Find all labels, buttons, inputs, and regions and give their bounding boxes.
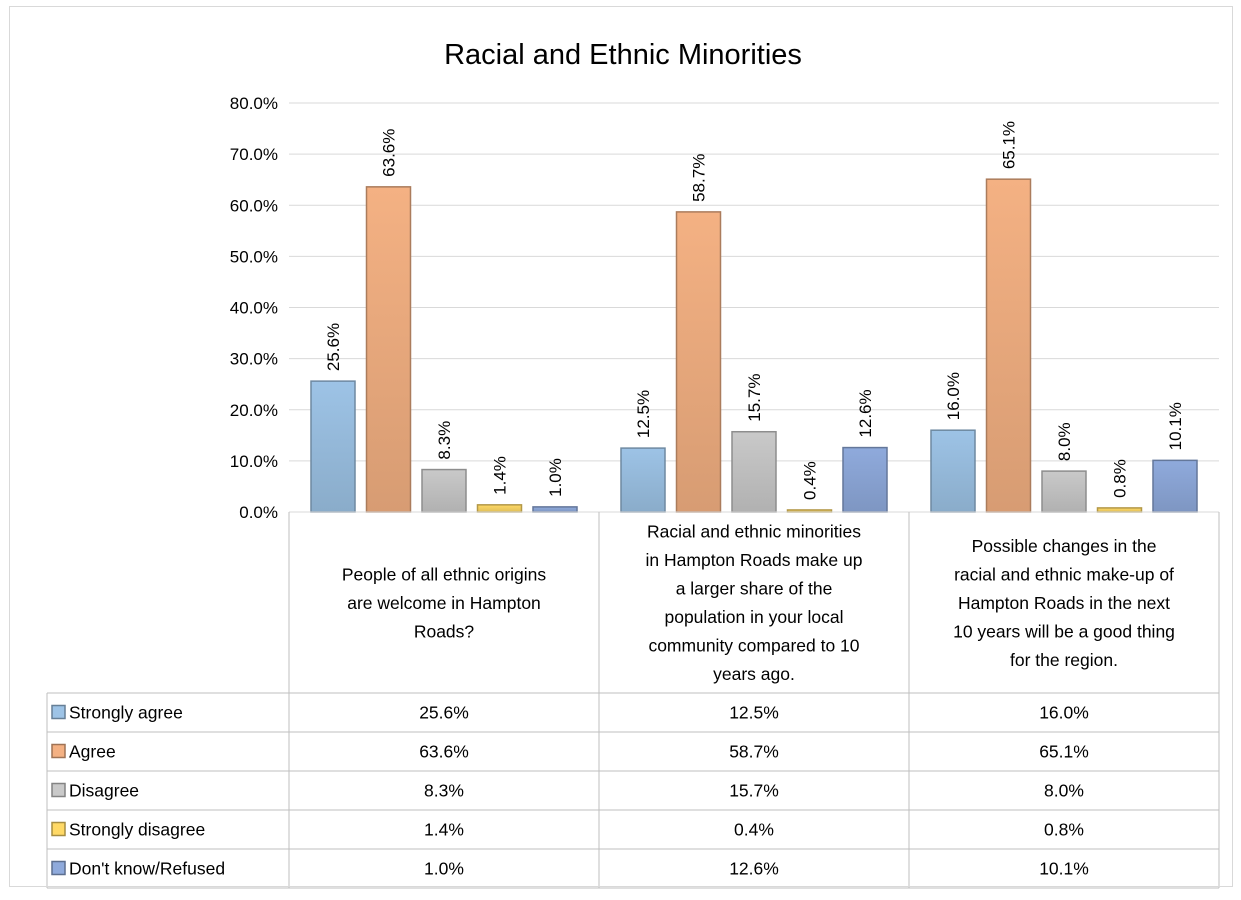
bar — [532, 506, 578, 513]
legend-swatch — [51, 782, 66, 798]
category-label: Possible changes in the — [972, 536, 1157, 556]
bar — [842, 446, 888, 513]
y-tick-label: 30.0% — [230, 350, 278, 369]
data-label: 63.6% — [380, 129, 399, 177]
legend-label: Don't know/Refused — [69, 859, 225, 879]
chart-border — [9, 6, 1233, 887]
category-label: are welcome in Hampton — [347, 593, 541, 613]
category-label: community compared to 10 — [648, 636, 859, 656]
table-cell: 12.5% — [729, 703, 779, 723]
y-tick-label: 70.0% — [230, 145, 278, 164]
legend-label: Agree — [69, 742, 116, 762]
legend-label: Strongly agree — [69, 703, 183, 723]
table-cell: 58.7% — [729, 742, 779, 762]
data-label: 12.5% — [634, 390, 653, 438]
data-label: 15.7% — [745, 374, 764, 422]
category-label: Racial and ethnic minorities — [647, 522, 861, 542]
y-tick-label: 40.0% — [230, 299, 278, 318]
data-label: 10.1% — [1166, 402, 1185, 450]
bar — [1041, 470, 1087, 513]
category-label: Hampton Roads in the next — [958, 593, 1170, 613]
bar — [310, 380, 356, 513]
data-label: 16.0% — [944, 372, 963, 420]
legend-swatch — [51, 860, 66, 876]
category-label: racial and ethnic make-up of — [954, 564, 1174, 584]
bar — [421, 468, 467, 513]
bar — [1096, 507, 1143, 513]
table-cell: 16.0% — [1039, 703, 1089, 723]
table-cell: 25.6% — [419, 703, 469, 723]
bar — [365, 186, 412, 513]
table-cell: 15.7% — [729, 781, 779, 801]
data-label: 8.3% — [435, 421, 454, 460]
legend-swatch — [51, 743, 66, 759]
bar — [985, 178, 1032, 513]
category-label: for the region. — [1010, 650, 1118, 670]
bar — [476, 504, 523, 513]
table-cell: 12.6% — [729, 859, 779, 879]
bar — [1152, 459, 1198, 513]
category-label: in Hampton Roads make up — [646, 550, 863, 570]
y-tick-label: 10.0% — [230, 452, 278, 471]
data-label: 1.4% — [491, 456, 510, 495]
table-cell: 1.4% — [424, 820, 464, 840]
y-tick-label: 0.0% — [239, 503, 278, 522]
table-cell: 10.1% — [1039, 859, 1089, 879]
category-label: a larger share of the — [676, 579, 833, 599]
category-label: 10 years will be a good thing — [953, 621, 1175, 641]
data-label: 65.1% — [1000, 121, 1019, 169]
y-tick-label: 60.0% — [230, 196, 278, 215]
bar — [620, 447, 666, 513]
bar — [731, 430, 777, 513]
category-label: Roads? — [414, 621, 475, 641]
data-label: 0.8% — [1111, 459, 1130, 498]
table-cell: 1.0% — [424, 859, 464, 879]
table-cell: 63.6% — [419, 742, 469, 762]
data-label: 58.7% — [690, 154, 709, 202]
table-cell: 0.8% — [1044, 820, 1084, 840]
table-cell: 0.4% — [734, 820, 774, 840]
data-label: 8.0% — [1055, 422, 1074, 461]
data-label: 1.0% — [546, 458, 565, 497]
bar — [675, 211, 722, 513]
data-label: 12.6% — [856, 389, 875, 437]
legend-swatch — [51, 704, 66, 720]
legend-swatch — [51, 821, 66, 837]
table-cell: 8.0% — [1044, 781, 1084, 801]
data-label: 25.6% — [324, 323, 343, 371]
bar — [930, 429, 976, 513]
legend-label: Strongly disagree — [69, 820, 205, 840]
category-label: population in your local — [664, 607, 843, 627]
category-label: years ago. — [713, 664, 795, 684]
y-tick-label: 20.0% — [230, 401, 278, 420]
y-tick-label: 50.0% — [230, 247, 278, 266]
category-label: People of all ethnic origins — [342, 564, 547, 584]
chart-title: Racial and Ethnic Minorities — [444, 39, 802, 71]
table-cell: 8.3% — [424, 781, 464, 801]
legend-label: Disagree — [69, 781, 139, 801]
table-cell: 65.1% — [1039, 742, 1089, 762]
data-label: 0.4% — [801, 461, 820, 500]
y-tick-label: 80.0% — [230, 94, 278, 113]
